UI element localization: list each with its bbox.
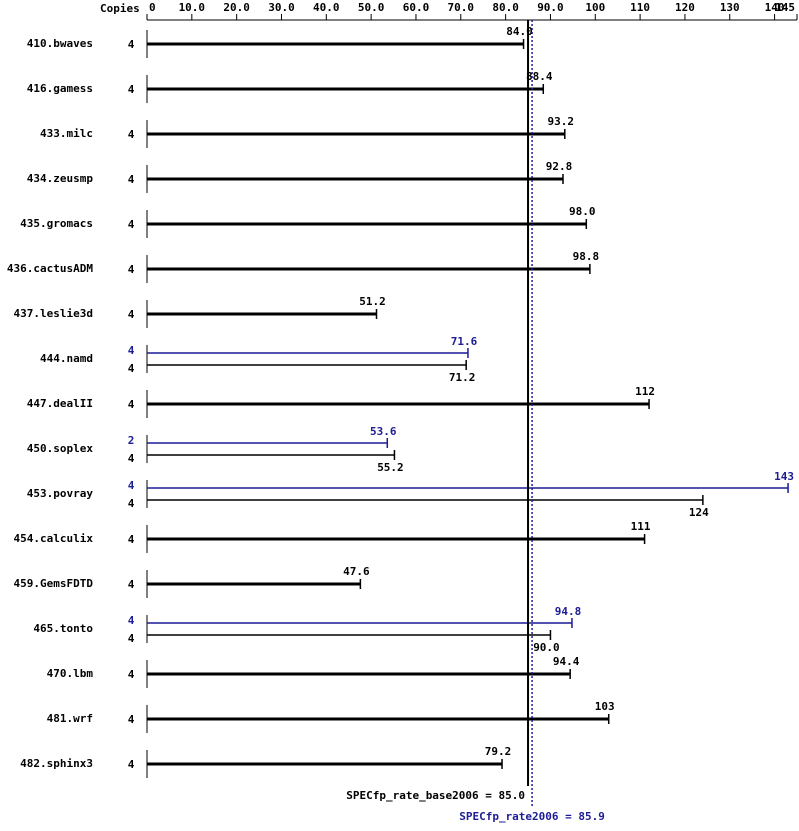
benchmark-name: 453.povray (27, 487, 94, 500)
value-label: 79.2 (485, 745, 512, 758)
x-tick-label: 90.0 (537, 1, 564, 14)
benchmark-name: 450.soplex (27, 442, 94, 455)
x-tick-label: 10.0 (179, 1, 206, 14)
copies: 4 (128, 308, 135, 321)
copies: 4 (128, 578, 135, 591)
copies: 4 (128, 83, 135, 96)
benchmark-name: 434.zeusmp (27, 172, 94, 185)
base-copies: 4 (128, 362, 135, 375)
value-label: 98.0 (569, 205, 596, 218)
value-label: 92.8 (546, 160, 573, 173)
peak-value-label: 71.6 (451, 335, 478, 348)
copies-header: Copies (100, 2, 140, 15)
x-tick-label: 0 (149, 1, 156, 14)
peak-value-label: 53.6 (370, 425, 397, 438)
x-tick-label: 40.0 (313, 1, 340, 14)
benchmark-name: 435.gromacs (20, 217, 93, 230)
copies: 4 (128, 758, 135, 771)
x-tick-label: 140 (765, 1, 785, 14)
benchmark-name: 410.bwaves (27, 37, 93, 50)
reference-label: SPECfp_rate_base2006 = 85.0 (346, 789, 525, 802)
x-tick-label: 120 (675, 1, 695, 14)
base-copies: 4 (128, 452, 135, 465)
benchmark-name: 437.leslie3d (14, 307, 93, 320)
value-label: 47.6 (343, 565, 370, 578)
benchmark-name: 447.dealII (27, 397, 93, 410)
copies: 4 (128, 218, 135, 231)
peak-copies: 2 (128, 434, 135, 447)
base-copies: 4 (128, 497, 135, 510)
value-label: 112 (635, 385, 655, 398)
x-tick-label: 80.0 (492, 1, 519, 14)
benchmark-name: 481.wrf (47, 712, 93, 725)
benchmark-name: 444.namd (40, 352, 93, 365)
copies: 4 (128, 128, 135, 141)
value-label: 84.0 (506, 25, 533, 38)
copies: 4 (128, 38, 135, 51)
peak-copies: 4 (128, 614, 135, 627)
value-label: 51.2 (359, 295, 386, 308)
copies: 4 (128, 668, 135, 681)
value-label: 88.4 (526, 70, 553, 83)
peak-copies: 4 (128, 479, 135, 492)
base-value-label: 90.0 (533, 641, 560, 654)
base-value-label: 124 (689, 506, 709, 519)
x-tick-label: 60.0 (403, 1, 430, 14)
value-label: 98.8 (573, 250, 600, 263)
copies: 4 (128, 173, 135, 186)
peak-value-label: 143 (774, 470, 794, 483)
benchmark-name: 433.milc (40, 127, 93, 140)
x-tick-label: 70.0 (448, 1, 475, 14)
benchmark-name: 436.cactusADM (7, 262, 93, 275)
copies: 4 (128, 533, 135, 546)
value-label: 93.2 (548, 115, 575, 128)
base-copies: 4 (128, 632, 135, 645)
benchmark-name: 470.lbm (47, 667, 94, 680)
x-tick-label: 145 (775, 1, 795, 14)
x-tick-label: 100 (585, 1, 605, 14)
x-tick-label: 110 (630, 1, 650, 14)
x-tick-label: 20.0 (223, 1, 250, 14)
reference-label: SPECfp_rate2006 = 85.9 (459, 810, 605, 823)
benchmark-name: 459.GemsFDTD (14, 577, 94, 590)
copies: 4 (128, 713, 135, 726)
value-label: 94.4 (553, 655, 580, 668)
copies: 4 (128, 263, 135, 276)
x-tick-label: 30.0 (268, 1, 295, 14)
base-value-label: 55.2 (377, 461, 404, 474)
x-tick-label: 130 (720, 1, 740, 14)
peak-copies: 4 (128, 344, 135, 357)
benchmark-name: 465.tonto (33, 622, 93, 635)
x-tick-label: 50.0 (358, 1, 385, 14)
value-label: 103 (595, 700, 615, 713)
base-value-label: 71.2 (449, 371, 476, 384)
copies: 4 (128, 398, 135, 411)
benchmark-name: 454.calculix (14, 532, 94, 545)
peak-value-label: 94.8 (555, 605, 582, 618)
benchmark-name: 482.sphinx3 (20, 757, 93, 770)
benchmark-name: 416.gamess (27, 82, 93, 95)
value-label: 111 (631, 520, 651, 533)
